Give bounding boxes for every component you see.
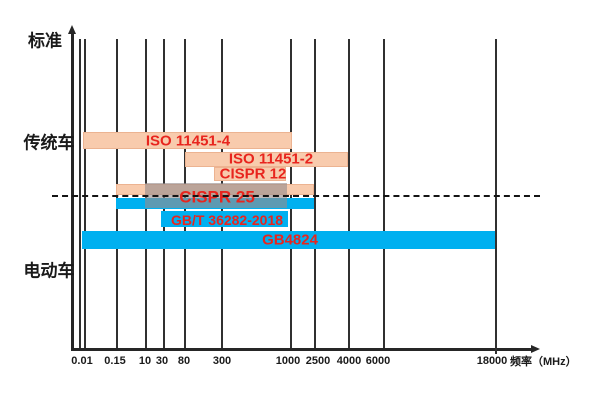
gridline [84,39,86,348]
x-tick-label: 0.01 [71,355,93,367]
bar-iso-11451-2 [185,152,348,167]
x-tick-label: 1000 [275,355,301,367]
x-tick-label: 0.15 [104,355,126,367]
y-axis-line [71,33,74,350]
vehicle-type-divider-line [52,195,540,197]
y-axis-arrow-icon [67,25,76,34]
x-axis-arrow-icon [531,344,540,353]
standard-label: GB4824 [262,231,318,249]
standard-label: CISPR 25 [179,187,255,207]
x-axis-line [71,348,531,351]
x-tick-label: 300 [212,355,232,367]
row-label-electric-vehicle: 电动车 [23,261,75,281]
x-tick-label: 10 [138,355,152,367]
bar-gb4824 [82,231,495,249]
gridline [314,39,316,348]
gridline [383,39,385,348]
x-tick-label: 2500 [305,355,331,367]
gridline [79,39,81,348]
row-label-traditional-vehicle: 传统车 [23,133,75,153]
x-tick-label: 80 [177,355,191,367]
standard-label: ISO 11451-2 [228,150,314,168]
standard-label: CISPR 12 [219,165,287,183]
x-tick-label: 18000 [476,355,508,367]
gridline [348,39,350,348]
bar-cispr-12 [214,167,286,181]
standard-label: GB/T 36282-2018 [170,212,284,228]
bar-gbt-36282-2018 [161,211,288,227]
x-tick-label: 4000 [336,355,362,367]
bar-iso-11451-4 [83,132,292,149]
gridline [495,39,497,348]
x-tick-label: 6000 [365,355,391,367]
y-axis-label: 标准 [28,31,62,51]
axis-tick [495,348,497,354]
standard-label: ISO 11451-4 [145,132,231,150]
x-tick-label: 30 [155,355,169,367]
x-axis-title: 频率（MHz） [510,356,577,368]
